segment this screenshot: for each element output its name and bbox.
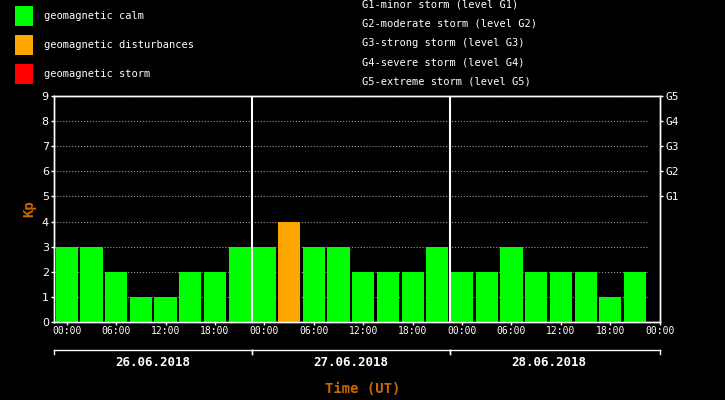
Bar bbox=[14, 6, 33, 26]
Bar bbox=[303, 247, 325, 322]
Text: G1-minor storm (level G1): G1-minor storm (level G1) bbox=[362, 0, 519, 9]
Bar bbox=[130, 297, 152, 322]
Bar bbox=[426, 247, 449, 322]
Bar bbox=[451, 272, 473, 322]
Text: geomagnetic disturbances: geomagnetic disturbances bbox=[44, 40, 194, 50]
Bar bbox=[328, 247, 349, 322]
Bar bbox=[377, 272, 399, 322]
Bar bbox=[525, 272, 547, 322]
Text: G3-strong storm (level G3): G3-strong storm (level G3) bbox=[362, 38, 525, 48]
Text: G4-severe storm (level G4): G4-severe storm (level G4) bbox=[362, 58, 525, 68]
Bar bbox=[14, 35, 33, 54]
Bar bbox=[105, 272, 128, 322]
Bar bbox=[550, 272, 572, 322]
Bar bbox=[402, 272, 424, 322]
Bar bbox=[624, 272, 646, 322]
Text: Time (UT): Time (UT) bbox=[325, 382, 400, 396]
Text: 26.06.2018: 26.06.2018 bbox=[116, 356, 191, 368]
Y-axis label: Kp: Kp bbox=[22, 201, 36, 217]
Bar bbox=[574, 272, 597, 322]
Bar bbox=[500, 247, 523, 322]
Bar bbox=[204, 272, 226, 322]
Bar bbox=[56, 247, 78, 322]
Text: 28.06.2018: 28.06.2018 bbox=[511, 356, 586, 368]
Text: 27.06.2018: 27.06.2018 bbox=[313, 356, 389, 368]
Text: G2-moderate storm (level G2): G2-moderate storm (level G2) bbox=[362, 19, 537, 29]
Text: geomagnetic storm: geomagnetic storm bbox=[44, 69, 150, 79]
Bar bbox=[179, 272, 202, 322]
Bar bbox=[599, 297, 621, 322]
Text: G5-extreme storm (level G5): G5-extreme storm (level G5) bbox=[362, 77, 531, 87]
Bar bbox=[154, 297, 177, 322]
Bar bbox=[228, 247, 251, 322]
Bar bbox=[476, 272, 498, 322]
Bar bbox=[14, 64, 33, 84]
Bar bbox=[253, 247, 276, 322]
Bar bbox=[80, 247, 102, 322]
Text: geomagnetic calm: geomagnetic calm bbox=[44, 11, 144, 21]
Bar bbox=[352, 272, 374, 322]
Bar bbox=[278, 222, 300, 322]
